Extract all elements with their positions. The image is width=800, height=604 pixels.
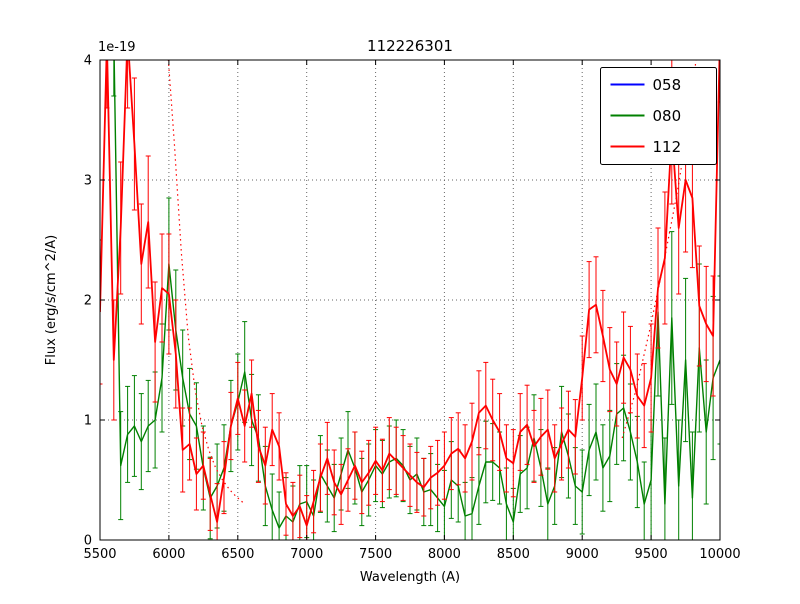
legend-box [600, 67, 717, 165]
plot-title: 112226301 [367, 37, 453, 55]
x-tick-label: 6500 [221, 547, 254, 562]
legend: 058 080 112 [600, 67, 717, 165]
legend-label: 112 [653, 138, 682, 156]
series-112 [100, 60, 720, 540]
x-tick-label: 6000 [152, 547, 185, 562]
x-tick-label: 8000 [428, 547, 461, 562]
y-tick-label: 0 [84, 534, 92, 549]
x-tick-label: 9500 [635, 547, 668, 562]
y-tick-label: 4 [84, 54, 92, 69]
x-tick-label: 7000 [290, 547, 323, 562]
y-axis-offset-text: 1e-19 [98, 40, 136, 55]
x-axis-label: Wavelength (A) [360, 570, 460, 585]
axis-ticks: 5500 6000 6500 7000 7500 8000 8500 9000 9500 1000… [83, 54, 740, 563]
x-tick-label: 7500 [359, 547, 392, 562]
x-tick-label: 8500 [497, 547, 530, 562]
x-tick-label: 9000 [566, 547, 599, 562]
legend-label: 080 [653, 107, 682, 125]
y-tick-label: 2 [84, 294, 92, 309]
y-tick-label: 1 [84, 414, 92, 429]
x-tick-label: 10000 [699, 547, 740, 562]
x-tick-label: 5500 [83, 547, 116, 562]
y-axis-label: Flux (erg/s/cm^2/A) [44, 235, 59, 365]
data-series-layer [100, 60, 720, 540]
legend-label: 058 [653, 76, 682, 94]
y-tick-label: 3 [84, 174, 92, 189]
